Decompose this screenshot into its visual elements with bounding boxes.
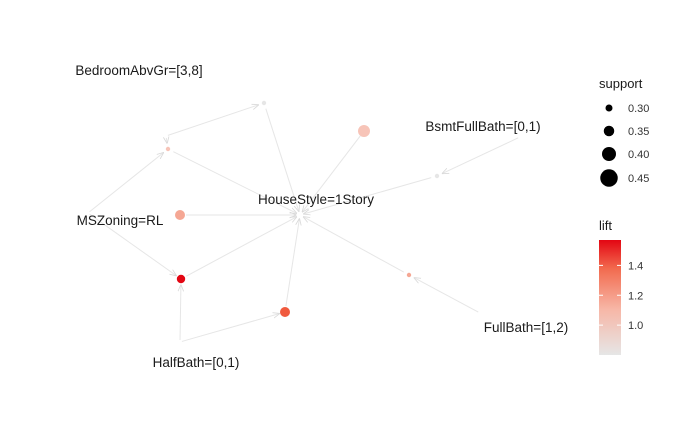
edge-r7-housestyle <box>285 219 299 307</box>
rule-node-r3[interactable] <box>358 125 370 137</box>
edge-bedroom-r2 <box>166 138 167 143</box>
item-label-fullbath: FullBath=[1,2) <box>484 320 568 335</box>
edge-r4-housestyle <box>304 177 432 214</box>
edge-halfbath-r7 <box>181 314 279 342</box>
edges-layer <box>89 105 519 342</box>
lift-colorbar <box>599 240 621 355</box>
support-legend-dot <box>602 147 616 161</box>
rules-layer <box>165 100 440 317</box>
edge-r6-housestyle <box>186 217 296 277</box>
rule-node-r7[interactable] <box>280 307 290 317</box>
item-label-bedroom: BedroomAbvGr=[3,8] <box>75 63 202 78</box>
rule-node-r5[interactable] <box>175 210 185 220</box>
edge-r3-housestyle <box>302 135 361 212</box>
labels-layer: BedroomAbvGr=[3,8] BsmtFullBath=[0,1) Ho… <box>75 63 568 370</box>
rule-node-r6[interactable] <box>176 274 186 284</box>
edge-mszoning-r6 <box>89 213 176 275</box>
lift-tick-label: 1.0 <box>628 320 643 332</box>
edge-r8-housestyle <box>304 217 404 273</box>
rule-node-r2[interactable] <box>165 146 171 152</box>
edge-bedroom-r1 <box>167 105 258 136</box>
item-label-mszoning: MSZoning=RL <box>77 213 164 228</box>
edge-halfbath-r6 <box>180 285 181 341</box>
rule-node-r8[interactable] <box>406 272 412 278</box>
lift-tick-label: 1.2 <box>628 290 643 302</box>
support-legend-label: 0.35 <box>628 126 649 138</box>
edge-mszoning-r2 <box>89 153 164 213</box>
support-legend-title: support <box>599 76 643 91</box>
support-legend-label: 0.30 <box>628 103 649 115</box>
support-legend: support 0.30 0.35 0.40 0.45 <box>599 76 649 187</box>
edge-bsmtfullbath-r4 <box>442 137 519 174</box>
support-legend-label: 0.45 <box>628 173 649 185</box>
item-label-housestyle: HouseStyle=1Story <box>258 192 374 207</box>
support-legend-dot <box>605 104 613 112</box>
edge-r2-housestyle <box>173 151 296 214</box>
item-label-bsmtfullbath: BsmtFullBath=[0,1) <box>425 119 540 134</box>
rule-node-r4[interactable] <box>434 173 440 179</box>
support-legend-dot <box>600 169 618 187</box>
lift-legend: lift 1.4 1.2 1.0 <box>599 218 643 355</box>
support-legend-dot <box>603 125 615 137</box>
support-legend-label: 0.40 <box>628 149 649 161</box>
edge-fullbath-r8 <box>414 278 479 313</box>
lift-tick-label: 1.4 <box>628 260 643 272</box>
rule-node-r1[interactable] <box>261 100 267 106</box>
lift-legend-title: lift <box>599 218 612 233</box>
item-label-halfbath: HalfBath=[0,1) <box>153 355 240 370</box>
edge-r1-housestyle <box>265 108 299 211</box>
